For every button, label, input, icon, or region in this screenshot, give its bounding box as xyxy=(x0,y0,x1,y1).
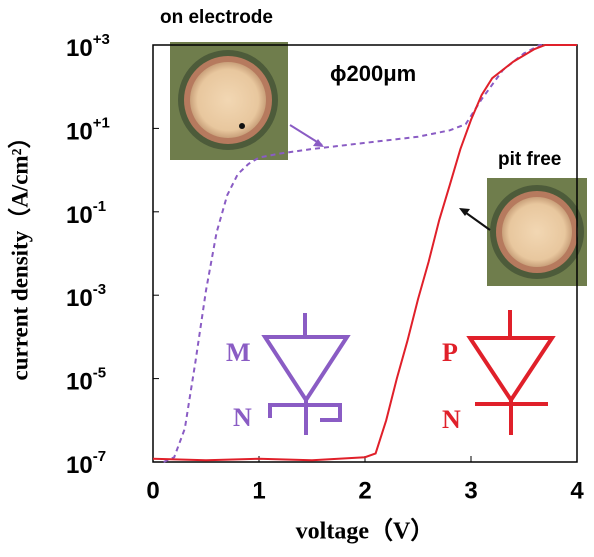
x-tick-label: 0 xyxy=(146,477,159,504)
tick-exponent: -5 xyxy=(93,365,106,382)
x-axis-label: voltage（V） xyxy=(296,518,435,545)
x-tick-label: 2 xyxy=(358,477,371,504)
photo-pit-free xyxy=(487,178,587,286)
tick-base: 10 xyxy=(66,452,93,479)
pn-symbol xyxy=(470,310,552,435)
symbol-letter: N xyxy=(442,405,461,434)
tick-exponent: -1 xyxy=(93,198,106,215)
tick-exponent: +1 xyxy=(93,114,110,131)
x-tick-label: 4 xyxy=(570,477,584,504)
chart: M N P N on electrode ϕ200μm pit free vol… xyxy=(0,0,594,552)
y-axis-label: current density（A/cm²） xyxy=(6,126,32,381)
annotation: ϕ200μm xyxy=(330,61,416,86)
tick-exponent: -3 xyxy=(93,281,106,298)
symbol-letter: M xyxy=(226,338,251,367)
y-tick-label: 10-3 xyxy=(66,281,106,312)
tick-exponent: +3 xyxy=(93,31,110,48)
symbol-letter: N xyxy=(233,403,252,432)
photo-on-electrode xyxy=(170,42,288,160)
tick-base: 10 xyxy=(66,286,93,313)
mn-symbol xyxy=(265,313,347,435)
tick-base: 10 xyxy=(66,35,93,62)
x-tick-label: 1 xyxy=(252,477,265,504)
tick-base: 10 xyxy=(66,369,93,396)
y-tick-label: 10-1 xyxy=(66,198,106,229)
y-tick-label: 10+3 xyxy=(66,31,110,62)
tick-exponent: -7 xyxy=(93,448,106,465)
x-tick-label: 3 xyxy=(464,477,477,504)
y-tick-label: 10-5 xyxy=(66,365,106,396)
tick-base: 10 xyxy=(66,119,93,146)
y-tick-label: 10-7 xyxy=(66,448,106,479)
symbol-letter: P xyxy=(442,338,458,367)
y-tick-label: 10+1 xyxy=(66,114,110,145)
tick-base: 10 xyxy=(66,202,93,229)
annotation: on electrode xyxy=(160,7,273,28)
annotation: pit free xyxy=(498,149,561,170)
